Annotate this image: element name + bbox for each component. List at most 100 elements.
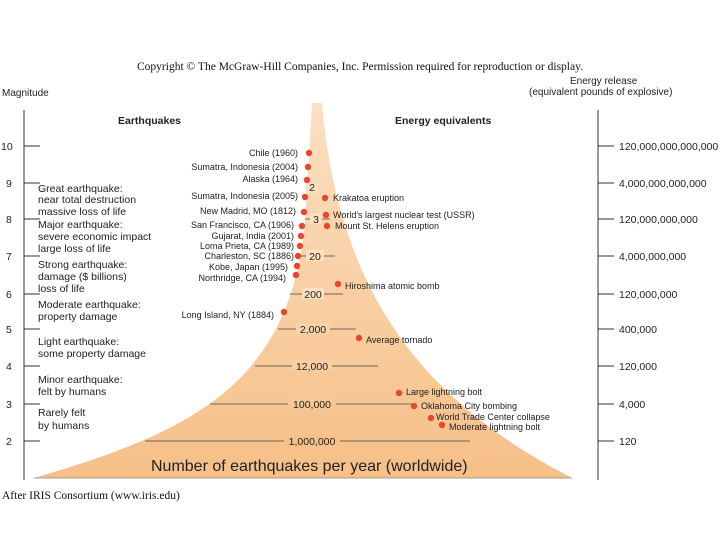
- energy-equivalents-header: Energy equivalents: [395, 115, 491, 127]
- count-per-year: 12,000: [296, 361, 328, 373]
- description-moderate: property damage: [38, 311, 118, 323]
- funnel-caption: Number of earthquakes per year (worldwid…: [151, 458, 468, 475]
- energy-event-label: Hiroshima atomic bomb: [345, 281, 440, 291]
- energy-event-label: Krakatoa eruption: [333, 193, 404, 203]
- magnitude-6: 6: [6, 289, 12, 301]
- description-light: Light earthquake:: [38, 336, 119, 348]
- count-bg: [284, 435, 340, 446]
- magnitude-labels: 10 9 8 7 6 5 4 3 2: [1, 141, 13, 448]
- historic-earthquakes: Chile (1960) Sumatra, Indonesia (2004) A…: [182, 148, 313, 320]
- energy-dot: [321, 194, 329, 202]
- earthquake-label: Sumatra, Indonesia (2004): [191, 162, 298, 172]
- count-per-year: 2: [309, 182, 315, 194]
- energy-value: 120: [619, 436, 637, 448]
- earthquake-dot: [303, 176, 311, 184]
- energy-event-label: World's largest nuclear test (USSR): [333, 210, 475, 220]
- energy-dot: [410, 402, 418, 410]
- energy-value: 120,000,000: [619, 289, 678, 301]
- energy-event-label: Oklahoma City bombing: [421, 401, 517, 411]
- count-per-year: 200: [304, 289, 322, 301]
- description-strong: loss of life: [38, 283, 85, 295]
- magnitude-10: 10: [1, 141, 13, 153]
- earthquake-dot: [301, 193, 309, 201]
- energy-event-label: Large lightning bolt: [406, 387, 483, 397]
- description-strong: damage ($ billions): [38, 271, 127, 283]
- energy-value: 120,000: [619, 361, 657, 373]
- magnitude-descriptions: Great earthquake: near total destruction…: [38, 183, 151, 432]
- energy-axis-subtitle: (equivalent pounds of explosive): [529, 87, 672, 98]
- description-strong: Strong earthquake:: [38, 259, 127, 271]
- description-major: Major earthquake:: [38, 219, 123, 231]
- magnitude-axis-title: Magnitude: [2, 88, 49, 99]
- description-major: severe economic impact: [38, 231, 151, 243]
- annual-counts: 2 3 20 200 2,000 12,000 100,000 1,000,00…: [284, 182, 340, 448]
- earthquake-dot: [300, 208, 308, 216]
- magnitude-4: 4: [6, 361, 12, 373]
- count-bg: [288, 398, 336, 409]
- description-major: large loss of life: [38, 243, 111, 255]
- earthquake-label: Long Island, NY (1884): [182, 310, 274, 320]
- energy-value: 4,000: [619, 399, 645, 411]
- energy-value: 120,000,000,000: [619, 214, 698, 226]
- energy-value: 4,000,000,000,000: [619, 178, 707, 190]
- energy-value: 4,000,000,000: [619, 251, 686, 263]
- energy-dot: [438, 421, 446, 429]
- earthquake-label: Kobe, Japan (1995): [209, 262, 288, 272]
- energy-dot: [334, 280, 342, 288]
- description-rarely-felt: by humans: [38, 420, 89, 432]
- energy-dot: [323, 222, 331, 230]
- energy-event-label: World Trade Center collapse: [436, 412, 550, 422]
- earthquake-label: Sumatra, Indonesia (2005): [191, 191, 298, 201]
- earthquake-label: Charleston, SC (1886): [204, 251, 294, 261]
- count-bg: [306, 250, 324, 261]
- description-great: massive loss of life: [38, 206, 126, 218]
- earthquakes-header: Earthquakes: [118, 115, 181, 127]
- count-per-year: 3: [313, 214, 319, 226]
- count-bg: [296, 323, 330, 334]
- energy-value: 400,000: [619, 324, 657, 336]
- copyright-notice: Copyright © The McGraw-Hill Companies, I…: [137, 61, 583, 73]
- earthquake-label: Loma Prieta, CA (1989): [200, 241, 294, 251]
- earthquake-label: San Francisco, CA (1906): [191, 220, 294, 230]
- count-bg: [310, 213, 322, 224]
- count-bg: [306, 183, 318, 193]
- earthquake-label: Gujarat, India (2001): [211, 231, 294, 241]
- description-rarely-felt: Rarely felt: [38, 407, 85, 419]
- earthquake-dot: [292, 271, 300, 279]
- energy-dot: [395, 389, 403, 397]
- earthquake-dot: [298, 222, 306, 230]
- magnitude-2: 2: [6, 436, 12, 448]
- count-bg: [302, 288, 324, 299]
- energy-events: Krakatoa eruption World's largest nuclea…: [321, 193, 550, 432]
- count-per-year: 1,000,000: [289, 436, 336, 448]
- earthquake-label: New Madrid, MO (1812): [200, 206, 296, 216]
- description-great: Great earthquake:: [38, 183, 123, 195]
- energy-event-label: Average tornado: [366, 335, 432, 345]
- earthquake-label: Chile (1960): [249, 148, 298, 158]
- earthquake-dot: [304, 163, 312, 171]
- energy-event-label: Mount St. Helens eruption: [335, 221, 439, 231]
- count-per-year: 20: [309, 251, 321, 263]
- earthquake-dot: [280, 308, 288, 316]
- energy-dot: [355, 334, 363, 342]
- energy-value: 120,000,000,000,000: [619, 141, 718, 153]
- description-light: some property damage: [38, 348, 146, 360]
- description-great: near total destruction: [38, 194, 136, 206]
- earthquake-dot: [305, 149, 313, 157]
- earthquake-label: Northridge, CA (1994): [198, 273, 286, 283]
- earthquake-dot: [296, 242, 304, 250]
- magnitude-9: 9: [6, 178, 12, 190]
- description-minor: Minor earthquake:: [38, 374, 123, 386]
- earthquake-dot: [297, 232, 305, 240]
- magnitude-8: 8: [6, 214, 12, 226]
- description-moderate: Moderate earthquake:: [38, 299, 141, 311]
- energy-dot: [322, 211, 330, 219]
- count-bg: [292, 360, 332, 371]
- magnitude-7: 7: [6, 251, 12, 263]
- magnitude-3: 3: [6, 399, 12, 411]
- magnitude-5: 5: [6, 324, 12, 336]
- energy-event-label: Moderate lightning bolt: [449, 422, 541, 432]
- count-per-year: 2,000: [300, 324, 326, 336]
